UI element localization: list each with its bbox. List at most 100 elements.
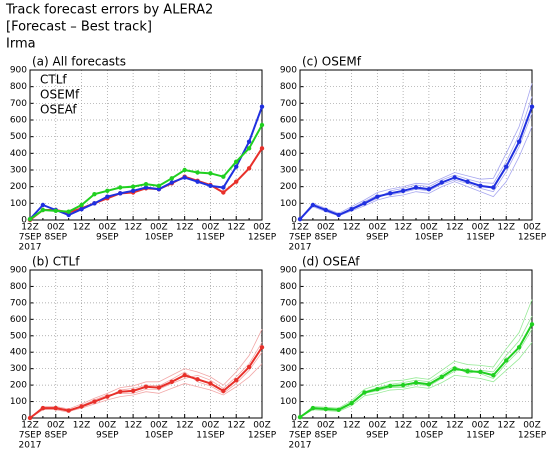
point	[105, 188, 110, 194]
x-date-label: 11SEP	[466, 233, 495, 243]
legend-entry: OSEAf	[40, 103, 77, 117]
x-tick-label: 00Z	[253, 223, 271, 233]
legend-entry: OSEMf	[40, 88, 80, 102]
y-tick-label: 300	[10, 166, 27, 176]
x-tick-label: 12Z	[394, 223, 412, 233]
point	[516, 345, 522, 350]
x-date-label: 9SEP	[96, 233, 119, 243]
point	[388, 191, 393, 196]
y-tick-label: 300	[280, 166, 297, 176]
point	[169, 176, 174, 181]
figure-title: Track forecast errors by ALERA2	[5, 3, 213, 18]
x-date-label: 11SEP	[196, 431, 225, 441]
point	[375, 387, 380, 392]
y-tick-label: 600	[10, 116, 27, 126]
x-date-label: 8SEP	[44, 233, 67, 243]
point	[195, 179, 200, 184]
point	[478, 183, 483, 189]
point	[491, 373, 496, 378]
point	[130, 184, 136, 189]
y-tick-label: 900	[10, 266, 27, 276]
point	[259, 345, 265, 350]
point	[388, 383, 393, 389]
point	[66, 209, 71, 214]
point	[504, 358, 509, 363]
y-tick-label: 700	[10, 298, 27, 308]
y-tick-label: 0	[21, 216, 27, 226]
y-tick-label: 500	[280, 132, 297, 142]
x-tick-label: 12Z	[394, 421, 412, 431]
point	[27, 415, 33, 421]
x-tick-label: 00Z	[369, 223, 387, 233]
point	[208, 381, 213, 386]
point	[259, 146, 265, 151]
x-date-label: 12SEP	[248, 233, 277, 243]
x-tick-label: 00Z	[47, 421, 65, 431]
x-date-label: 8SEP	[44, 431, 67, 441]
x-tick-label: 12Z	[343, 223, 361, 233]
point	[143, 384, 149, 389]
point	[182, 373, 187, 378]
y-tick-label: 500	[280, 331, 297, 341]
y-tick-label: 100	[280, 397, 297, 407]
y-tick-label: 200	[280, 182, 297, 192]
x-tick-label: 12Z	[291, 421, 309, 431]
member-line	[299, 328, 533, 418]
x-year-label: 2017	[289, 441, 312, 451]
point	[297, 216, 303, 222]
y-tick-label: 800	[10, 282, 27, 292]
point	[310, 202, 316, 208]
point	[234, 179, 239, 184]
point	[208, 171, 213, 176]
y-tick-label: 800	[280, 82, 297, 92]
point	[221, 388, 226, 394]
y-tick-label: 800	[10, 82, 27, 92]
x-date-label: 11SEP	[466, 431, 495, 441]
x-tick-label: 12Z	[176, 421, 194, 431]
plot-frame	[29, 69, 263, 221]
point	[400, 188, 406, 194]
x-tick-label: 00Z	[317, 421, 335, 431]
point	[246, 166, 252, 171]
x-tick-label: 12Z	[497, 421, 515, 431]
point	[349, 206, 354, 212]
point	[208, 183, 213, 189]
x-tick-label: 12Z	[73, 223, 91, 233]
y-tick-label: 900	[10, 66, 27, 76]
point	[143, 185, 149, 190]
point	[234, 164, 239, 169]
x-date-label: 11SEP	[196, 233, 225, 243]
panel-title: (c) OSEMf	[302, 55, 362, 69]
x-tick-label: 12Z	[343, 421, 361, 431]
x-tick-label: 00Z	[202, 223, 220, 233]
point	[375, 194, 380, 199]
y-tick-label: 600	[280, 315, 297, 325]
figure-subtitle: [Forecast – Best track]	[6, 20, 152, 35]
x-year-label: 2017	[19, 441, 42, 451]
y-tick-label: 900	[280, 266, 297, 276]
member-line	[299, 126, 533, 220]
point	[118, 191, 123, 196]
y-tick-label: 400	[280, 149, 297, 159]
y-tick-label: 100	[10, 397, 27, 407]
point	[529, 104, 535, 109]
point	[169, 180, 174, 185]
point	[92, 201, 97, 206]
point	[234, 377, 239, 383]
member-line	[29, 342, 263, 419]
point	[66, 408, 71, 413]
x-date-label: 7SEP	[19, 233, 42, 243]
point	[310, 405, 316, 411]
point	[53, 208, 58, 214]
x-tick-label: 00Z	[253, 421, 271, 431]
x-tick-label: 12Z	[446, 421, 464, 431]
x-tick-label: 12Z	[291, 223, 309, 233]
point	[413, 185, 419, 190]
x-tick-label: 00Z	[150, 421, 168, 431]
y-tick-label: 0	[291, 216, 297, 226]
x-tick-label: 12Z	[21, 421, 39, 431]
point	[234, 159, 239, 164]
y-tick-label: 400	[10, 348, 27, 358]
point	[105, 394, 110, 399]
plot-frame	[299, 269, 533, 419]
